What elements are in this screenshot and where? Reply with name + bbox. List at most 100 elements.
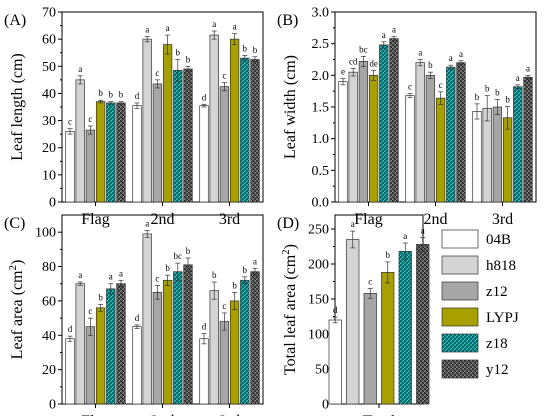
significance-letter: a [459,49,463,59]
significance-letter: b [212,270,217,280]
significance-letter: c [68,117,72,127]
significance-letter: b [495,87,500,97]
significance-letter: d [68,324,73,334]
bar-h818 [75,79,85,203]
significance-letter: a [212,19,216,29]
bar-z12 [85,129,96,203]
significance-letter: a [78,64,82,74]
bar-LYPJ [435,97,446,203]
bar-z12 [152,83,163,203]
y-tick-label: 100 [35,226,56,241]
significance-letter: b [186,54,191,64]
bar-04B [199,338,209,405]
bar-z18 [173,271,183,405]
bar-y12 [416,244,430,405]
y-axis-label-close: ) [9,260,26,265]
x-tick-label: Flag [81,413,109,416]
panel-d: 0 50 100 150 200 250 Total leaf area (cm2) (D) T… [277,214,430,416]
significance-letter: a [418,48,422,58]
bar-y12 [523,76,533,203]
bar-z12 [152,291,163,405]
bar-h818 [482,107,492,203]
significance-letter: a [253,256,257,266]
bar-z18 [106,102,116,203]
y-tick-label: 50 [42,60,56,75]
y-axis-label-close: ) [282,244,299,249]
panel-label: (D) [277,215,299,232]
y-tick-label: 0 [322,398,329,413]
y-axis-label-superscript: 2 [7,265,19,271]
y-tick-label: 80 [42,260,56,275]
y-tick-label: 250 [308,223,329,238]
bar-04B [328,319,342,405]
significance-letter: d [202,322,207,332]
significance-letter: bc [174,251,183,261]
bar-z18 [398,251,412,405]
significance-letter: c [222,301,226,311]
significance-letter: b [243,43,248,53]
significance-letter: a [145,218,149,228]
y-axis-label: Leaf width (cm) [282,55,299,159]
bar-04B [132,105,142,203]
y-tick-label: 20 [42,363,56,378]
bar-LYPJ [95,101,106,203]
bar-z18 [446,66,456,203]
x-tick-label: Flag [354,211,382,228]
y-tick-label: 0.5 [312,164,330,179]
panel-b: 0.0 0.5 1.0 1.5 2.0 2.5 3.0 Leaf width (cm) (B) F… [277,6,537,228]
significance-letter: a [233,22,237,32]
y-tick-label: 3.0 [312,6,330,21]
panel-label: (A) [4,12,26,29]
significance-letter: b [243,265,248,275]
bar-y12 [116,102,126,203]
bar-y12 [250,59,260,203]
x-tick-label: 3rd [492,211,513,228]
significance-letter: b [109,90,114,100]
legend-swatch-y12 [441,359,479,379]
bar-h818 [209,34,219,203]
significance-letter: a [145,24,149,34]
bar-z18 [240,57,250,203]
bar-z12 [85,326,96,405]
significance-letter: c [408,82,412,92]
significance-letter: bc [359,44,368,54]
significance-letter: a [109,272,113,282]
bar-LYPJ [162,279,173,405]
bar-z18 [173,70,183,203]
bar-04B [132,326,142,405]
y-tick-label: 20 [42,141,56,156]
significance-letter: b [386,250,391,260]
panel-a: 0 10 20 30 40 50 60 70 Leaf length (cm) (A) Flag c a… [4,6,264,228]
legend-swatch-LYPJ [441,307,479,327]
y-axis-label: Leaf length (cm) [9,53,26,161]
bar-h818 [75,283,85,405]
bar-z12 [219,321,230,405]
significance-letter: a [403,231,407,241]
y-axis-label-superscript: 2 [280,249,292,255]
legend-label-h818: h818 [486,258,516,274]
x-tick-label: Total [363,413,396,416]
significance-letter: de [369,58,378,68]
significance-letter: b [176,48,181,58]
y-tick-label: 2.5 [312,37,330,52]
significance-letter: b [186,246,191,256]
bar-LYPJ [381,272,395,405]
significance-letter: b [505,94,510,104]
significance-letter: c [88,306,92,316]
significance-letter: b [428,60,433,70]
significance-letter: d [135,91,140,101]
significance-letter: d [333,305,338,315]
significance-letter: b [253,45,258,55]
y-tick-label: 50 [315,363,329,378]
significance-letter: a [526,63,530,73]
y-tick-label: 60 [42,294,56,309]
bar-h818 [142,233,152,405]
significance-letter: b [98,292,103,302]
bar-z18 [240,279,250,405]
legend: 04B h818 z12 LYPJ z18 y12 [441,229,519,379]
bar-04B [472,111,482,203]
significance-letter: b [98,88,103,98]
significance-letter: b [485,84,490,94]
y-tick-label: 40 [42,329,56,344]
